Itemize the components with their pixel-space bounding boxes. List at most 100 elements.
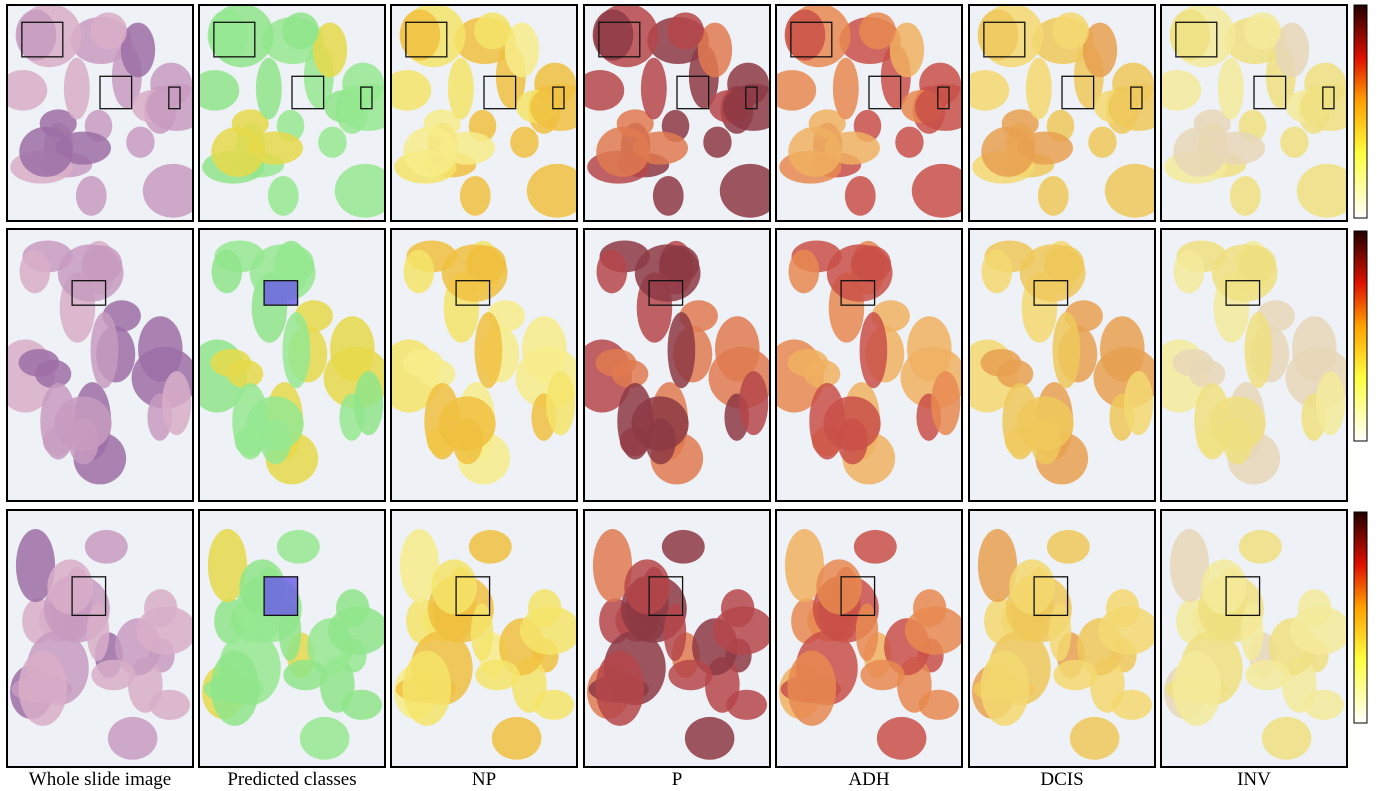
tissue-region: [661, 529, 705, 564]
image-panel: [968, 228, 1156, 502]
tissue-region: [211, 249, 243, 294]
tissue-region: [402, 650, 452, 726]
tissue-region: [207, 528, 248, 603]
image-panel: [583, 228, 771, 502]
tissue-region: [617, 382, 654, 460]
roi-box: [263, 576, 299, 617]
tissue-region: [803, 359, 841, 389]
roi-box: [263, 280, 299, 306]
tissue-region: [1088, 126, 1117, 158]
roi-box: [1225, 280, 1261, 306]
tissue-region: [7, 70, 48, 111]
tissue-region: [75, 176, 107, 216]
image-panel: [1160, 228, 1348, 502]
tissue-region: [1046, 529, 1090, 564]
panel-border: [1160, 509, 1348, 768]
roi-box: [598, 21, 641, 58]
tissue-region: [640, 57, 667, 120]
tissue: [584, 240, 770, 485]
tissue-region: [526, 163, 577, 218]
tissue-region: [697, 22, 733, 78]
tissue-region: [40, 382, 77, 460]
tissue-region: [1052, 12, 1089, 50]
tissue-region: [876, 716, 927, 760]
tissue-region: [667, 312, 696, 389]
tissue-region: [1104, 163, 1155, 218]
tissue-region: [855, 603, 879, 662]
tissue-region: [318, 126, 347, 158]
tissue-region: [981, 126, 1035, 177]
tissue-region: [527, 589, 562, 628]
roi-box: [1225, 576, 1261, 617]
tissue: [969, 240, 1155, 485]
tissue-region: [278, 603, 302, 662]
tissue-region: [126, 126, 155, 158]
tissue-region: [282, 312, 311, 389]
roi-box: [1033, 280, 1069, 306]
tissue-region: [143, 589, 178, 628]
tissue-region: [739, 371, 769, 436]
tissue-region: [260, 418, 291, 465]
tissue-region: [274, 245, 315, 283]
tissue-region: [977, 528, 1018, 603]
roi-box: [21, 21, 64, 58]
tissue-region: [399, 528, 440, 603]
image-panel: [390, 4, 578, 222]
tissue: [199, 240, 385, 485]
tissue-region: [162, 371, 192, 436]
tissue-region: [335, 589, 370, 628]
image-panel: [198, 4, 386, 222]
tissue-region: [1274, 22, 1310, 78]
tissue-region: [596, 126, 650, 177]
roi-box: [291, 75, 325, 110]
column-labels: Whole slide image Predicted classes NP P ADH…: [29, 769, 1271, 790]
tissue-region: [981, 249, 1013, 294]
roi-box: [1175, 21, 1218, 58]
tissue: [394, 528, 577, 760]
tissue-region: [1044, 245, 1085, 283]
image-panel: [968, 4, 1156, 222]
tissue-region: [1245, 659, 1290, 691]
tissue-region: [474, 312, 503, 389]
tissue: [779, 528, 962, 760]
roi-box: [1322, 86, 1335, 110]
tissue-region: [784, 528, 825, 603]
tissue-region: [18, 650, 68, 726]
tissue-region: [91, 659, 136, 691]
tissue: [10, 528, 193, 760]
tissue: [1161, 240, 1347, 485]
tissue-region: [1238, 529, 1282, 564]
tissue-region: [832, 57, 859, 120]
tissue-region: [1069, 716, 1120, 760]
tissue-region: [354, 371, 384, 436]
colorbar: [1353, 4, 1368, 219]
tissue-region: [90, 312, 119, 389]
tissue-region: [403, 126, 457, 177]
tissue-region: [645, 418, 676, 465]
tissue-region: [624, 559, 670, 615]
panel-border: [583, 4, 771, 222]
tissue: [776, 240, 962, 485]
tissue-region: [684, 716, 735, 760]
tissue-region: [431, 559, 477, 615]
tissue-region: [391, 70, 432, 111]
tissue-region: [1261, 716, 1312, 760]
tissue-region: [911, 163, 962, 218]
tissue-region: [859, 12, 896, 50]
tissue-region: [474, 12, 511, 50]
tissue-region: [34, 359, 72, 389]
tissue: [7, 5, 193, 218]
image-panel: [198, 228, 386, 502]
tissue-region: [312, 22, 348, 78]
tissue-region: [1169, 528, 1210, 603]
tissue-region: [895, 126, 924, 158]
roi-box: [745, 86, 758, 110]
tissue-region: [47, 559, 93, 615]
tissue-region: [1173, 126, 1227, 177]
colorbar: [1353, 230, 1368, 442]
tissue-region: [1002, 382, 1039, 460]
panel-border: [583, 228, 771, 502]
tissue-region: [470, 603, 494, 662]
tissue: [199, 5, 385, 218]
